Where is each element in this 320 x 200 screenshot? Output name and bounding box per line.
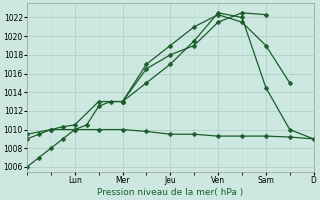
X-axis label: Pression niveau de la mer( hPa ): Pression niveau de la mer( hPa ) <box>97 188 244 197</box>
